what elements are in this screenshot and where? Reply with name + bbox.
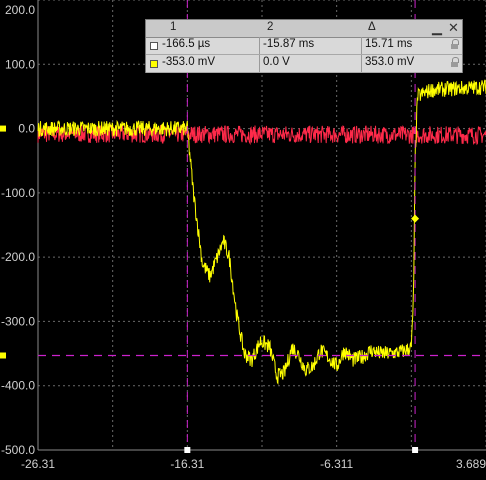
x-axis-labels: -26.31 -16.31 -6.311 3.689 <box>21 457 486 471</box>
cursor-handle <box>184 447 191 453</box>
y-axis-labels: 100.0 0.0 -100.0 -200.0 -300.0 -400.0 -500.0 20… <box>1 3 35 457</box>
x-tick-label: -26.31 <box>21 457 55 471</box>
trace-swatch-white <box>150 42 158 50</box>
horizontal-cursor-marker <box>0 352 6 359</box>
y-tick-label: -400.0 <box>1 379 35 393</box>
close-button[interactable]: ✕ <box>448 20 459 35</box>
lock-icon[interactable] <box>451 57 459 67</box>
cursor2-voltage: 0.0 V <box>263 56 290 68</box>
header-cursor-2: 2 <box>267 21 274 33</box>
cursor-handle <box>412 447 419 453</box>
x-tick-label: -6.311 <box>320 457 353 471</box>
trace-swatch-yellow <box>150 60 158 68</box>
header-delta: Δ <box>368 21 376 33</box>
y-tick-label: 200.0 <box>5 3 35 17</box>
y-tick-label: 0.0 <box>18 122 35 136</box>
measurement-row-time: -166.5 µs -15.87 ms 15.71 ms <box>146 37 462 55</box>
delta-voltage: 353.0 mV <box>365 56 415 68</box>
ground-marker <box>0 125 6 132</box>
header-cursor-1: 1 <box>170 21 177 33</box>
y-tick-label: -100.0 <box>1 186 35 200</box>
y-tick-label: -500.0 <box>1 443 35 457</box>
traces <box>37 79 486 385</box>
trace-yellow <box>37 79 486 385</box>
x-tick-label: 3.689 <box>456 457 486 471</box>
y-tick-label: 100.0 <box>5 57 35 71</box>
y-tick-label: -300.0 <box>1 314 35 328</box>
lock-icon[interactable] <box>451 39 459 49</box>
trace-red <box>37 123 486 146</box>
cursor1-voltage: -353.0 mV <box>162 56 216 68</box>
cursor-intersection-marker <box>411 214 420 223</box>
measurement-row-voltage: -353.0 mV 0.0 V 353.0 mV <box>146 55 462 73</box>
measurement-table-header: 1 2 Δ ▁ ✕ <box>146 20 462 38</box>
cursors[interactable] <box>0 0 486 453</box>
y-tick-label: -200.0 <box>1 250 35 264</box>
cursor1-time: -166.5 µs <box>162 38 211 50</box>
minimize-button[interactable]: ▁ <box>432 20 442 35</box>
cursor-measurement-table[interactable]: 1 2 Δ ▁ ✕ -166.5 µs -15.87 ms 15.71 ms -… <box>145 19 463 73</box>
x-tick-label: -16.31 <box>170 457 204 471</box>
delta-time: 15.71 ms <box>365 38 413 50</box>
cursor2-time: -15.87 ms <box>263 38 315 50</box>
